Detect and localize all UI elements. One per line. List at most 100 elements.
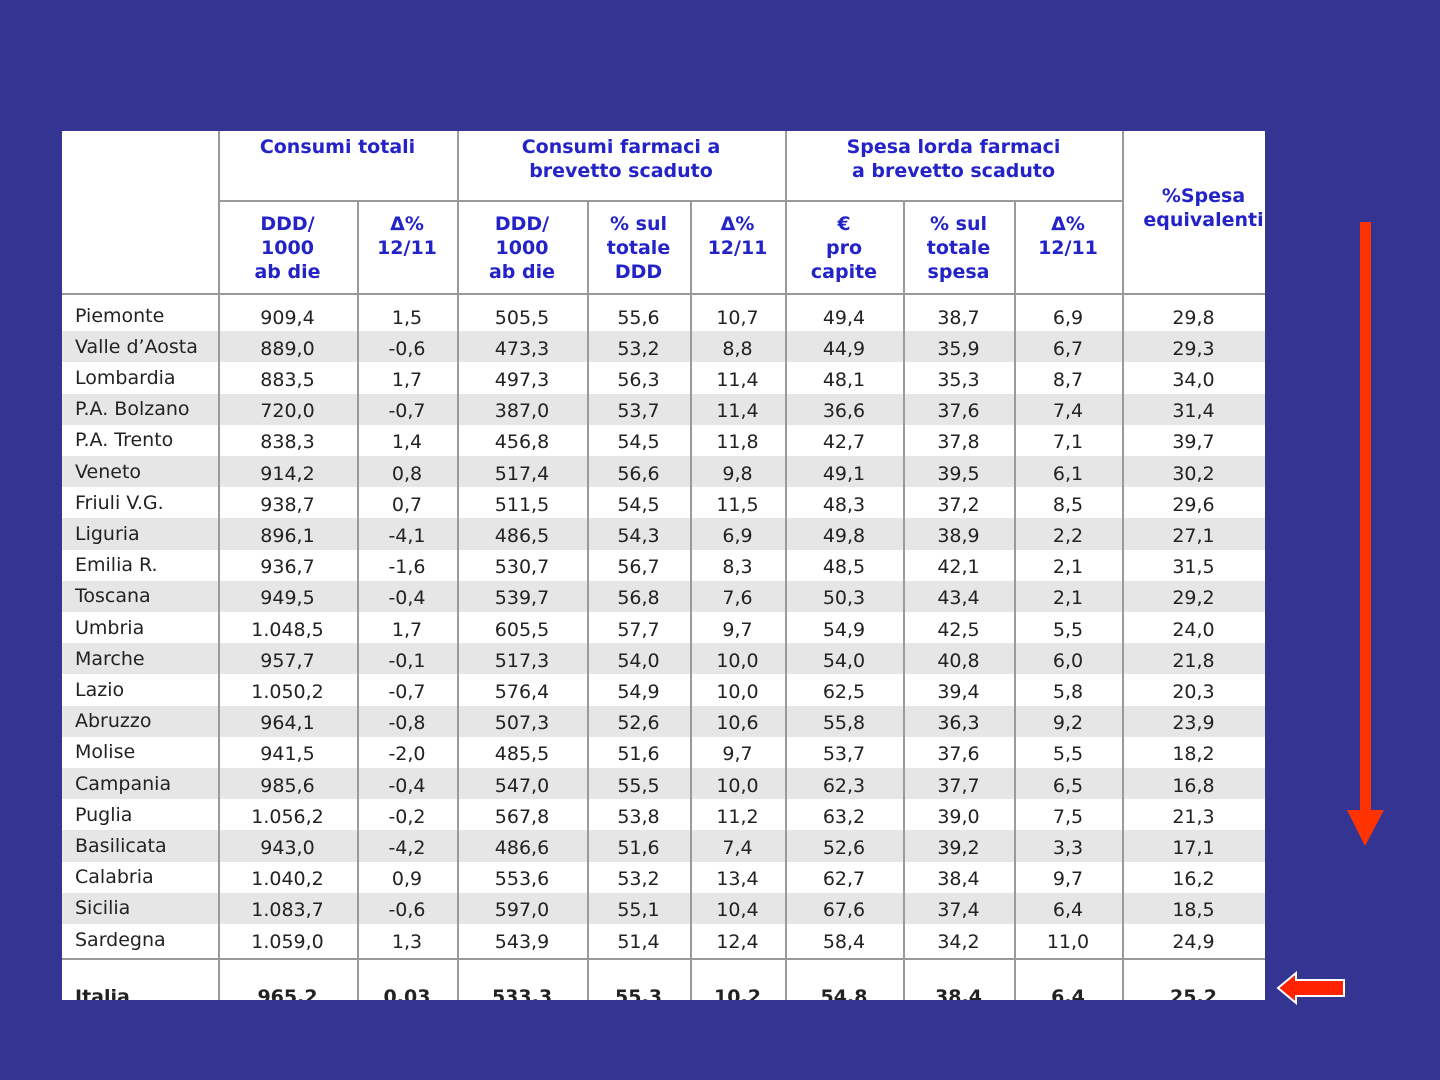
region-cell: Toscana <box>75 585 151 608</box>
region-cell: Italia <box>75 986 130 1000</box>
value-cell: 24,0 <box>1172 618 1215 641</box>
region-cell: Emilia R. <box>75 554 158 577</box>
value-cell: 486,6 <box>494 836 550 859</box>
value-cell: 16,2 <box>1172 868 1215 891</box>
value-cell: 48,1 <box>822 368 866 391</box>
value-cell: 62,5 <box>822 680 866 703</box>
rule <box>587 200 589 1000</box>
region-cell: Molise <box>75 741 136 764</box>
header-line: brevetto scaduto <box>529 160 713 182</box>
value-cell: 11,4 <box>716 368 759 391</box>
header-line: totale <box>926 237 991 259</box>
value-cell: 936,7 <box>260 556 315 579</box>
header-line: a brevetto scaduto <box>851 160 1056 182</box>
header-line: DDD <box>614 261 663 283</box>
header-line: Consumi totali <box>259 136 416 158</box>
region-cell: Liguria <box>75 522 140 545</box>
value-cell: 55,8 <box>822 712 866 735</box>
region-cell: Umbria <box>75 616 145 639</box>
header-line: capite <box>810 261 878 283</box>
value-cell: 35,3 <box>937 368 980 391</box>
value-cell: 941,5 <box>260 743 315 766</box>
value-cell: 2,1 <box>1052 587 1084 610</box>
value-cell: 52,6 <box>822 836 866 859</box>
value-cell: 838,3 <box>260 431 315 454</box>
row-band <box>62 580 1265 612</box>
value-cell: 56,3 <box>617 368 660 391</box>
value-cell: 38,4 <box>937 868 980 891</box>
value-cell: 48,5 <box>822 556 866 579</box>
value-cell: 1,7 <box>391 368 423 391</box>
value-cell: 42,5 <box>937 618 980 641</box>
value-cell: 7,4 <box>722 836 753 859</box>
value-cell: 909,4 <box>260 306 315 329</box>
region-cell: P.A. Trento <box>75 429 174 452</box>
value-cell: 517,3 <box>494 649 550 672</box>
value-cell: 53,2 <box>617 868 660 891</box>
value-cell: 497,3 <box>494 368 550 391</box>
value-cell: 0,7 <box>391 493 423 516</box>
value-cell: 34,2 <box>937 930 980 953</box>
value-cell: 62,3 <box>822 774 866 797</box>
value-cell: -2,0 <box>388 743 426 766</box>
value-cell: 10,0 <box>716 680 759 703</box>
region-cell: Marche <box>75 647 145 670</box>
value-cell: 54,0 <box>617 649 660 672</box>
value-cell: 5,5 <box>1052 743 1084 766</box>
region-cell: Abruzzo <box>75 710 152 733</box>
value-cell: 24,9 <box>1172 930 1215 953</box>
left-arrow <box>1276 970 1345 1006</box>
region-cell: Lombardia <box>75 366 176 389</box>
header-line: 1000 <box>495 237 549 259</box>
sub-header: DDD/1000 ab die <box>457 204 587 291</box>
value-cell: 17,1 <box>1172 836 1215 859</box>
value-cell: -4,1 <box>388 524 426 547</box>
value-cell: 52,6 <box>617 712 660 735</box>
header-line: equivalenti <box>1143 209 1264 231</box>
row-band <box>62 768 1265 800</box>
value-cell: 54,5 <box>617 493 660 516</box>
region-cell: Campania <box>75 772 172 795</box>
value-cell: 0,03 <box>383 986 431 1000</box>
region-cell: Puglia <box>75 803 133 826</box>
rule <box>785 131 787 1000</box>
value-cell: 31,5 <box>1172 556 1215 579</box>
value-cell: -0,6 <box>388 337 426 360</box>
value-cell: 6,4 <box>1052 899 1084 922</box>
value-cell: 27,1 <box>1172 524 1215 547</box>
header-line: 12/11 <box>1038 237 1098 259</box>
value-cell: -0,7 <box>388 680 426 703</box>
value-cell: 21,8 <box>1172 649 1215 672</box>
value-cell: 53,2 <box>617 337 660 360</box>
value-cell: 56,6 <box>617 462 660 485</box>
value-cell: 29,2 <box>1172 587 1215 610</box>
value-cell: 38,9 <box>937 524 980 547</box>
header-line: DDD/ <box>494 213 550 235</box>
value-cell: -1,6 <box>388 556 426 579</box>
value-cell: 37,8 <box>937 431 980 454</box>
value-cell: 8,8 <box>722 337 753 360</box>
value-cell: 576,4 <box>494 680 550 703</box>
value-cell: 10,0 <box>716 649 759 672</box>
value-cell: 11,0 <box>1046 930 1090 953</box>
sub-header: Δ% 12/11 <box>1014 204 1122 291</box>
value-cell: 5,5 <box>1052 618 1084 641</box>
value-cell: 43,4 <box>937 587 980 610</box>
value-cell: -0,2 <box>388 805 426 828</box>
value-cell: 8,5 <box>1052 493 1084 516</box>
row-band <box>62 830 1265 862</box>
value-cell: 51,6 <box>617 836 660 859</box>
value-cell: 533,3 <box>491 986 553 1000</box>
value-cell: 37,6 <box>937 743 980 766</box>
value-cell: -0,1 <box>388 649 426 672</box>
value-cell: 63,2 <box>822 805 866 828</box>
value-cell: 11,4 <box>716 400 759 423</box>
value-cell: 29,8 <box>1172 306 1215 329</box>
row-band <box>62 705 1265 737</box>
header-line: spesa <box>927 261 990 283</box>
value-cell: 6,5 <box>1052 774 1084 797</box>
header-line: Δ% <box>1051 213 1085 235</box>
value-cell: 11,2 <box>716 805 759 828</box>
value-cell: 10,2 <box>714 986 761 1000</box>
group-header: %Spesa equivalenti <box>1122 131 1265 285</box>
